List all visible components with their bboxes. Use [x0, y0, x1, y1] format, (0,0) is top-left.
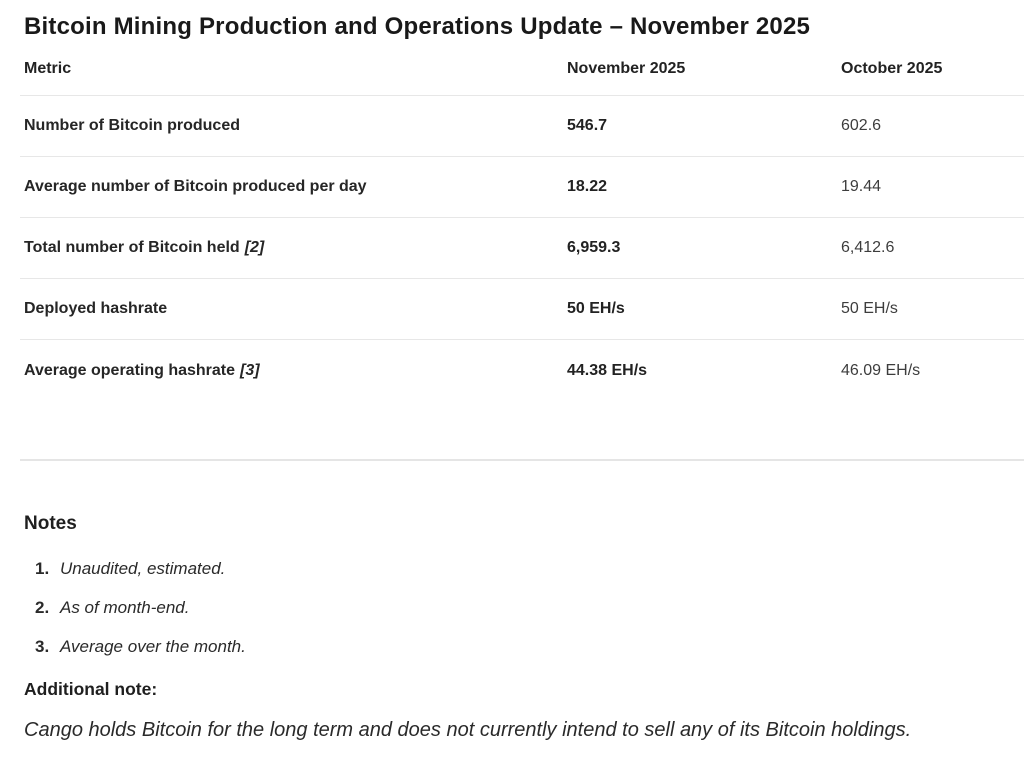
metrics-table: Metric November 2025 October 2025 Number…	[20, 43, 1024, 461]
list-item-text: Unaudited, estimated.	[60, 559, 226, 578]
table-row: Total number of Bitcoin held [2] 6,959.3 …	[20, 218, 1024, 279]
column-header-october-2025: October 2025	[841, 60, 943, 77]
list-item: 2. As of month-end.	[24, 588, 1000, 627]
column-header-metric: Metric	[24, 60, 72, 77]
notes-heading: Notes	[24, 513, 77, 534]
list-item-text: Average over the month.	[60, 637, 246, 656]
list-item: 1. Unaudited, estimated.	[24, 549, 1000, 588]
additional-note-text: Cango holds Bitcoin for the long term an…	[24, 719, 912, 741]
november-value: 6,959.3	[567, 239, 621, 256]
table-bottom-divider	[20, 401, 1024, 461]
footnote-ref: [3]	[240, 361, 260, 379]
metric-label-text: Average number of Bitcoin produced per d…	[24, 178, 367, 195]
metric-label-text: Average operating hashrate	[24, 361, 236, 379]
metric-label-text: Total number of Bitcoin held	[24, 239, 240, 256]
october-value: 19.44	[841, 178, 882, 195]
column-header-november-2025: November 2025	[567, 60, 686, 77]
metric-label: Total number of Bitcoin held [2]	[20, 239, 563, 257]
metric-label: Number of Bitcoin produced	[20, 117, 563, 135]
page-title: Bitcoin Mining Production and Operations…	[24, 13, 811, 40]
november-value: 50 EH/s	[567, 300, 625, 317]
list-item-number: 1.	[35, 559, 50, 578]
metric-label-text: Deployed hashrate	[24, 300, 168, 317]
list-item-text: As of month-end.	[60, 598, 190, 617]
table-header-row: Metric November 2025 October 2025	[20, 43, 1024, 96]
table-row: Deployed hashrate 50 EH/s 50 EH/s	[20, 279, 1024, 340]
november-value: 546.7	[567, 117, 608, 134]
october-value: 6,412.6	[841, 239, 895, 256]
november-value: 44.38 EH/s	[567, 361, 648, 379]
table-row: Average operating hashrate [3] 44.38 EH/s…	[20, 340, 1024, 401]
table-row: Number of Bitcoin produced 546.7 602.6	[20, 96, 1024, 157]
october-value: 50 EH/s	[841, 300, 898, 317]
notes-section: Notes 1. Unaudited, estimated. 2. As of mo…	[0, 511, 1024, 666]
list-item: 3. Average over the month.	[24, 627, 1000, 666]
footnote-ref: [2]	[244, 239, 265, 256]
list-item-number: 2.	[35, 598, 50, 617]
november-value: 18.22	[567, 178, 608, 195]
october-value: 602.6	[841, 117, 882, 134]
table-row: Average number of Bitcoin produced per d…	[20, 157, 1024, 218]
metric-label: Average number of Bitcoin produced per d…	[20, 178, 563, 196]
notes-list: 1. Unaudited, estimated. 2. As of month-en…	[24, 549, 1000, 666]
october-value: 46.09 EH/s	[841, 361, 921, 379]
additional-note-heading: Additional note:	[24, 679, 158, 699]
metric-label-text: Number of Bitcoin produced	[24, 117, 240, 134]
list-item-number: 3.	[35, 637, 50, 656]
metric-label: Deployed hashrate	[20, 300, 563, 318]
metric-label: Average operating hashrate [3]	[20, 362, 563, 380]
additional-note-section: Additional note: Cango holds Bitcoin for…	[0, 677, 1024, 743]
